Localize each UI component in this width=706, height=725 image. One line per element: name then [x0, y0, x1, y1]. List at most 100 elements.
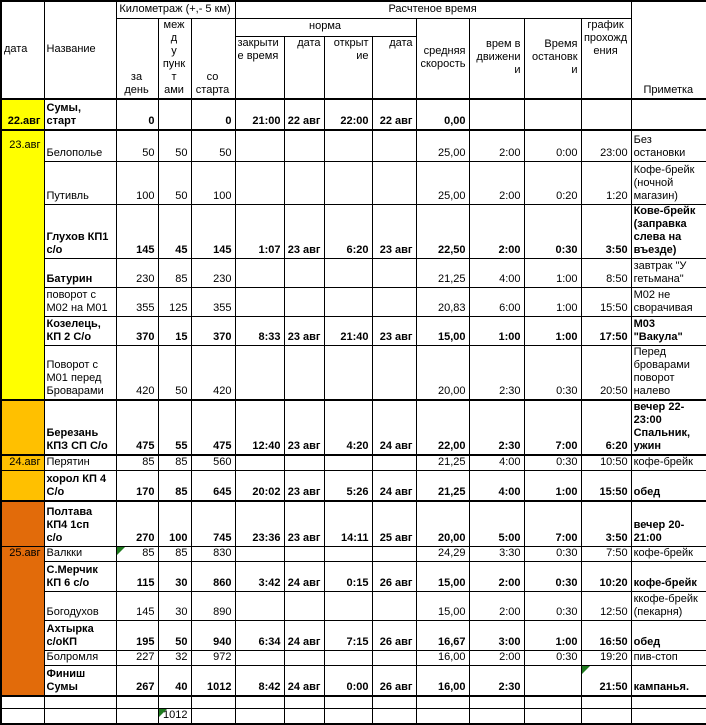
close-time-cell[interactable] [234, 650, 285, 666]
open-time-cell[interactable]: 0:15 [323, 561, 373, 592]
avg-speed-cell[interactable]: 20,00 [415, 500, 470, 547]
date-cell[interactable] [0, 399, 45, 456]
open-time-cell[interactable]: 5:26 [323, 470, 373, 502]
schedule-cell[interactable]: 3:50 [580, 500, 632, 547]
schedule-cell[interactable]: 15:50 [580, 287, 632, 317]
date-cell[interactable] [0, 500, 45, 547]
open-date-cell[interactable]: 26 авг [371, 561, 417, 592]
header-avg-speed[interactable]: средняя скорость [415, 17, 470, 100]
stop-time-cell[interactable] [523, 665, 582, 697]
km-between-cell[interactable]: 40 [157, 665, 192, 697]
header-note[interactable]: Приметка [630, 0, 706, 100]
open-date-cell[interactable] [371, 695, 417, 709]
avg-speed-cell[interactable]: 20,83 [415, 287, 470, 317]
move-time-cell[interactable]: 2:00 [468, 561, 525, 592]
close-date-cell[interactable] [283, 650, 325, 666]
km-day-cell[interactable]: 100 [115, 161, 159, 205]
km-start-cell[interactable]: 890 [190, 591, 236, 621]
km-between-cell[interactable]: 100 [157, 500, 192, 547]
km-day-cell[interactable]: 475 [115, 399, 159, 456]
km-day-cell[interactable]: 0 [115, 98, 159, 131]
km-between-cell[interactable]: 32 [157, 650, 192, 666]
close-date-cell[interactable] [283, 345, 325, 401]
open-date-cell[interactable]: 26 авг [371, 620, 417, 651]
close-time-cell[interactable]: 8:42 [234, 665, 285, 697]
header-stop-time[interactable]: Время остановк и [523, 17, 582, 100]
open-date-cell[interactable]: 24 авг [371, 399, 417, 456]
avg-speed-cell[interactable]: 24,29 [415, 546, 470, 562]
note-cell[interactable] [630, 708, 706, 725]
name-cell[interactable]: Полтава КП4 1сп с/о [43, 500, 117, 547]
km-between-cell[interactable]: 50 [157, 161, 192, 205]
close-time-cell[interactable]: 21:00 [234, 98, 285, 131]
move-time-cell[interactable]: 2:00 [468, 204, 525, 259]
stop-time-cell[interactable]: 0:30 [523, 204, 582, 259]
open-date-cell[interactable] [371, 129, 417, 162]
header-km-group[interactable]: Километраж (+,- 5 км) [115, 0, 236, 19]
km-day-cell[interactable]: 195 [115, 620, 159, 651]
km-between-cell[interactable]: 85 [157, 470, 192, 502]
close-time-cell[interactable]: 6:34 [234, 620, 285, 651]
close-time-cell[interactable] [234, 287, 285, 317]
open-time-cell[interactable]: 4:20 [323, 399, 373, 456]
name-cell[interactable]: С.Мерчик КП 6 с/о [43, 561, 117, 592]
open-date-cell[interactable] [371, 650, 417, 666]
km-start-cell[interactable]: 860 [190, 561, 236, 592]
name-cell[interactable]: Березань КПЗ СП С/о [43, 399, 117, 456]
km-start-cell[interactable]: 475 [190, 399, 236, 456]
schedule-cell[interactable]: 12:50 [580, 591, 632, 621]
stop-time-cell[interactable]: 1:00 [523, 316, 582, 346]
note-cell[interactable]: Без остановки [630, 129, 706, 162]
open-date-cell[interactable] [371, 287, 417, 317]
close-time-cell[interactable] [234, 258, 285, 288]
note-cell[interactable]: М03 "Вакула" [630, 316, 706, 346]
move-time-cell[interactable]: 4:00 [468, 258, 525, 288]
km-start-cell[interactable]: 972 [190, 650, 236, 666]
header-km-day[interactable]: за день [115, 17, 159, 100]
close-time-cell[interactable]: 3:42 [234, 561, 285, 592]
name-cell[interactable]: Валкки [43, 546, 117, 562]
stop-time-cell[interactable] [523, 708, 582, 725]
avg-speed-cell[interactable]: 16,00 [415, 650, 470, 666]
open-date-cell[interactable] [371, 161, 417, 205]
close-date-cell[interactable] [283, 287, 325, 317]
stop-time-cell[interactable]: 1:00 [523, 470, 582, 502]
schedule-cell[interactable]: 20:50 [580, 345, 632, 401]
header-close-time[interactable]: закрыти е время [234, 36, 285, 100]
avg-speed-cell[interactable] [415, 708, 470, 725]
open-time-cell[interactable]: 0:00 [323, 665, 373, 697]
km-day-cell[interactable]: 355 [115, 287, 159, 317]
close-time-cell[interactable]: 1:07 [234, 204, 285, 259]
note-cell[interactable]: вечер 20-21:00 [630, 500, 706, 547]
close-time-cell[interactable] [234, 695, 285, 709]
km-between-cell[interactable]: 85 [157, 454, 192, 471]
km-start-cell[interactable]: 830 [190, 546, 236, 562]
move-time-cell[interactable]: 2:30 [468, 345, 525, 401]
open-date-cell[interactable] [371, 454, 417, 471]
km-start-cell[interactable]: 1012 [190, 665, 236, 697]
header-close-date[interactable]: дата [283, 36, 325, 100]
schedule-cell[interactable]: 6:20 [580, 399, 632, 456]
name-cell[interactable]: Глухов КП1 с/о [43, 204, 117, 259]
km-start-cell[interactable]: 645 [190, 470, 236, 502]
note-cell[interactable]: ккофе-брейк (пекарня) [630, 591, 706, 621]
note-cell[interactable]: кампанья. [630, 665, 706, 697]
km-start-cell[interactable]: 940 [190, 620, 236, 651]
avg-speed-cell[interactable] [415, 695, 470, 709]
note-cell[interactable]: обед [630, 620, 706, 651]
close-time-cell[interactable]: 12:40 [234, 399, 285, 456]
close-date-cell[interactable] [283, 129, 325, 162]
move-time-cell[interactable]: 3:00 [468, 620, 525, 651]
name-cell[interactable] [43, 708, 117, 725]
name-cell[interactable]: хорол КП 4 С/о [43, 470, 117, 502]
km-between-cell[interactable]: 50 [157, 620, 192, 651]
km-between-cell[interactable]: 30 [157, 561, 192, 592]
move-time-cell[interactable] [468, 708, 525, 725]
close-date-cell[interactable] [283, 695, 325, 709]
avg-speed-cell[interactable]: 25,00 [415, 161, 470, 205]
open-date-cell[interactable]: 26 авг [371, 665, 417, 697]
open-date-cell[interactable] [371, 546, 417, 562]
name-cell[interactable]: поворот с М02 на М01 [43, 287, 117, 317]
km-start-cell[interactable]: 145 [190, 204, 236, 259]
open-time-cell[interactable]: 6:20 [323, 204, 373, 259]
